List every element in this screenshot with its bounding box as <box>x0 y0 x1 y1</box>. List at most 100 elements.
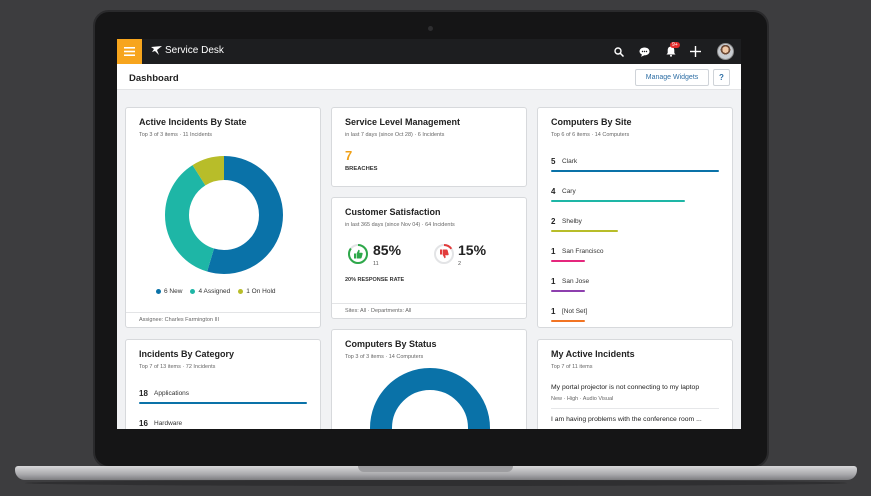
site-count: 5 <box>551 157 556 166</box>
card-subtitle: Top 6 of 6 items · 14 Computers <box>551 132 630 138</box>
card-footer: Assignee: Charles Farmington III <box>126 312 320 327</box>
legend-label: 4 Assigned <box>198 288 231 295</box>
status-donut-ring <box>370 368 490 429</box>
card-subtitle: Top 7 of 11 items <box>551 364 593 370</box>
page-header: Dashboard Manage Widgets ? <box>117 64 741 90</box>
incident-title[interactable]: I am having problems with the conference… <box>551 416 702 423</box>
card-subtitle: in last 365 days (since Nov 04) · 64 Inc… <box>345 222 455 228</box>
negative-count: 2 <box>458 261 462 267</box>
menu-button[interactable] <box>117 39 142 64</box>
card-title: Computers By Site <box>551 117 632 127</box>
add-button[interactable] <box>688 44 703 59</box>
site-bar <box>551 200 686 202</box>
site-name: San Francisco <box>562 248 604 255</box>
customer-satisfaction-card[interactable]: Customer Satisfaction in last 365 days (… <box>331 197 527 319</box>
service-level-card[interactable]: Service Level Management in last 7 days … <box>331 107 527 187</box>
computers-by-site-card[interactable]: Computers By Site Top 6 of 6 items · 14 … <box>537 107 733 328</box>
plus-icon <box>690 46 701 57</box>
bird-icon <box>151 46 162 55</box>
manage-widgets-button[interactable]: Manage Widgets <box>635 69 709 86</box>
laptop-shadow <box>25 480 847 486</box>
page-title: Dashboard <box>129 73 179 84</box>
site-count: 1 <box>551 277 556 286</box>
incident-meta: New · High · Audio Visual <box>551 396 614 402</box>
donut-slice-assigned[interactable] <box>165 156 283 274</box>
category-count: 18 <box>139 389 148 398</box>
card-title: Service Level Management <box>345 117 461 127</box>
site-count: 4 <box>551 187 556 196</box>
search-button[interactable] <box>611 44 626 59</box>
card-subtitle: Top 7 of 13 items · 72 Incidents <box>139 364 216 370</box>
thumbs-down-icon <box>440 249 449 259</box>
chart-legend: 6 New 4 Assigned 1 On Hold <box>156 288 276 295</box>
incidents-donut-chart[interactable] <box>126 144 321 284</box>
site-count: 1 <box>551 247 556 256</box>
site-count: 2 <box>551 217 556 226</box>
site-count: 1 <box>551 307 556 316</box>
notification-badge: 9+ <box>670 42 680 48</box>
legend-assigned[interactable]: 4 Assigned <box>190 288 230 295</box>
app-screen: Service Desk 9+ Dashboard Manag <box>117 39 741 429</box>
site-bar <box>551 170 719 172</box>
negative-percent: 15% <box>458 242 487 258</box>
hamburger-icon <box>124 47 135 56</box>
site-name: Clark <box>562 158 578 165</box>
top-bar: Service Desk 9+ <box>117 39 741 64</box>
avatar[interactable] <box>717 43 734 60</box>
category-bar <box>139 402 307 404</box>
incident-title[interactable]: My portal projector is not connecting to… <box>551 384 700 391</box>
incidents-by-category-card[interactable]: Incidents By Category Top 7 of 13 items … <box>125 339 321 429</box>
app-title: Service Desk <box>165 45 224 56</box>
site-bar <box>551 230 619 232</box>
positive-ring <box>348 244 368 264</box>
breaches-value[interactable]: 7 <box>345 148 353 163</box>
search-icon <box>613 46 624 57</box>
card-subtitle: Top 3 of 3 items · 11 Incidents <box>139 132 212 138</box>
category-count: 16 <box>139 419 148 428</box>
category-name: Applications <box>154 390 190 397</box>
legend-swatch <box>156 289 161 294</box>
thumbs-up-icon <box>354 249 363 259</box>
response-rate: 20% RESPONSE RATE <box>345 277 405 283</box>
bell-icon <box>666 46 675 57</box>
legend-swatch <box>238 289 244 294</box>
active-incidents-by-state-card[interactable]: Active Incidents By State Top 3 of 3 ite… <box>125 107 321 328</box>
card-subtitle: Top 3 of 3 items · 14 Computers <box>345 354 424 360</box>
webcam <box>428 26 433 31</box>
site-name: Cary <box>562 188 576 195</box>
card-subtitle: in last 7 days (since Oct 28) · 6 Incide… <box>345 132 445 138</box>
site-name: San Jose <box>562 278 590 285</box>
chat-button[interactable] <box>637 44 652 59</box>
card-title: Computers By Status <box>345 339 437 349</box>
breaches-label: BREACHES <box>345 166 378 172</box>
donut-slice-on-hold[interactable] <box>165 156 283 274</box>
site-name: Shelby <box>562 218 582 225</box>
positive-percent: 85% <box>373 242 402 258</box>
chat-bubble-icon <box>639 47 650 57</box>
legend-on-hold[interactable]: 1 On Hold <box>238 288 276 295</box>
site-bar <box>551 290 585 292</box>
notifications-button[interactable] <box>663 44 678 59</box>
site-bar <box>551 320 585 322</box>
card-title: Incidents By Category <box>139 349 235 359</box>
legend-swatch <box>190 289 196 294</box>
computers-by-status-card[interactable]: Computers By Status Top 3 of 3 items · 1… <box>331 329 527 429</box>
help-button[interactable]: ? <box>713 69 730 86</box>
card-title: Customer Satisfaction <box>345 207 441 217</box>
legend-new[interactable]: 6 New <box>156 288 182 295</box>
negative-ring <box>434 244 454 264</box>
site-bar <box>551 260 585 262</box>
divider <box>551 408 719 409</box>
card-title: Active Incidents By State <box>139 117 247 127</box>
card-footer: Sites: All · Departments: All <box>332 303 526 318</box>
category-name: Hardware <box>154 420 183 427</box>
legend-label: 6 New <box>164 288 183 295</box>
positive-count: 11 <box>373 261 379 267</box>
laptop-notch <box>358 466 513 472</box>
legend-label: 1 On Hold <box>246 288 276 295</box>
card-title: My Active Incidents <box>551 349 635 359</box>
site-name: [Not Set] <box>562 308 588 315</box>
my-active-incidents-card[interactable]: My Active Incidents Top 7 of 11 items My… <box>537 339 733 429</box>
laptop-base <box>15 466 857 480</box>
status-donut-chart[interactable] <box>332 366 527 429</box>
